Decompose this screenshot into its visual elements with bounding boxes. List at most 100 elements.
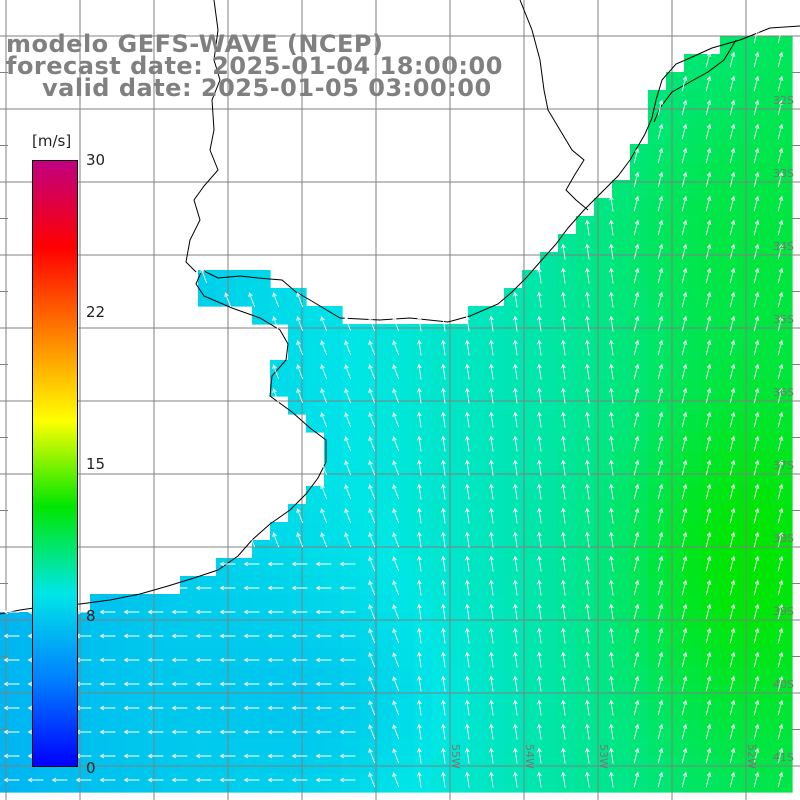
wind-arrow	[705, 435, 712, 452]
wind-cell	[522, 486, 541, 505]
wind-cell	[288, 738, 307, 757]
wind-cell	[756, 252, 775, 271]
wind-cell	[324, 702, 343, 721]
wind-arrow	[705, 123, 712, 140]
wind-cell	[684, 342, 703, 361]
wind-arrow	[753, 171, 760, 188]
wind-arrow	[171, 705, 188, 711]
wind-cell	[738, 648, 757, 667]
wind-cell	[630, 450, 649, 469]
wind-cell	[324, 540, 343, 559]
wind-arrow	[465, 651, 470, 668]
wind-arrow	[705, 195, 712, 212]
wind-arrow	[633, 483, 640, 500]
wind-cell	[648, 540, 667, 559]
wind-cell	[630, 630, 649, 649]
wind-cell	[630, 288, 649, 307]
wind-cell	[738, 288, 757, 307]
wind-cell	[666, 144, 685, 163]
wind-cell	[486, 486, 505, 505]
wind-cell	[306, 612, 325, 631]
wind-cell	[774, 576, 793, 595]
wind-arrow	[537, 435, 542, 452]
wind-arrow	[609, 291, 614, 308]
wind-cell	[414, 666, 433, 685]
wind-cell	[684, 774, 703, 793]
wind-cell	[180, 576, 199, 595]
wind-cell	[396, 450, 415, 469]
wind-cell	[684, 432, 703, 451]
wind-cell	[126, 594, 145, 613]
wind-arrow	[489, 555, 494, 572]
wind-cell	[702, 522, 721, 541]
wind-arrow	[657, 315, 664, 332]
wind-cell	[504, 558, 523, 577]
wind-cell	[450, 612, 469, 631]
wind-cell	[432, 378, 451, 397]
wind-cell	[540, 756, 559, 775]
wind-cell	[576, 432, 595, 451]
wind-arrow	[465, 459, 470, 476]
wind-cell	[0, 612, 19, 631]
wind-cell	[216, 594, 235, 613]
wind-cell	[504, 414, 523, 433]
wind-cell	[576, 270, 595, 289]
wind-cell	[486, 702, 505, 721]
wind-cell	[126, 630, 145, 649]
wind-cell	[774, 198, 793, 217]
wind-cell	[234, 558, 253, 577]
wind-arrow	[441, 339, 446, 356]
wind-arrow	[633, 315, 640, 332]
wind-arrow	[633, 267, 640, 284]
wind-arrow	[219, 681, 236, 687]
lon-label: 54W	[523, 744, 536, 769]
wind-arrow	[315, 729, 332, 735]
wind-cell	[252, 756, 271, 775]
wind-cell	[576, 774, 595, 793]
wind-cell	[558, 612, 577, 631]
wind-cell	[288, 594, 307, 613]
wind-arrow	[441, 699, 446, 716]
wind-arrow	[537, 723, 542, 740]
wind-cell	[252, 738, 271, 757]
wind-arrow	[123, 609, 140, 615]
wind-cell	[414, 720, 433, 739]
wind-cell	[108, 774, 127, 793]
wind-arrow	[777, 603, 784, 620]
wind-cell	[486, 738, 505, 757]
wind-cell	[378, 702, 397, 721]
wind-cell	[774, 162, 793, 181]
wind-arrow	[513, 771, 518, 788]
wind-cell	[378, 648, 397, 667]
wind-cell	[432, 774, 451, 793]
wind-arrow	[315, 657, 332, 663]
wind-arrow	[585, 579, 590, 596]
wind-cell	[774, 288, 793, 307]
wind-cell	[684, 522, 703, 541]
wind-cell	[378, 414, 397, 433]
wind-arrow	[753, 411, 760, 428]
wind-cell	[342, 432, 361, 451]
wind-arrow	[392, 676, 400, 692]
wind-cell	[378, 630, 397, 649]
wind-arrow	[195, 585, 212, 591]
wind-arrow	[633, 555, 640, 572]
wind-arrow	[219, 705, 236, 711]
wind-cell	[468, 774, 487, 793]
wind-arrow	[657, 411, 664, 428]
wind-cell	[414, 630, 433, 649]
wind-cell	[612, 306, 631, 325]
wind-cell	[108, 738, 127, 757]
wind-cell	[324, 738, 343, 757]
wind-arrow	[344, 364, 352, 380]
wind-cell	[630, 774, 649, 793]
wind-arrow	[633, 171, 640, 188]
wind-arrow	[537, 747, 542, 764]
wind-arrow	[609, 747, 614, 764]
wind-cell	[774, 702, 793, 721]
wind-arrow	[585, 219, 590, 236]
wind-arrow	[267, 561, 284, 567]
wind-cell	[414, 576, 433, 595]
wind-cell	[738, 738, 757, 757]
wind-cell	[432, 576, 451, 595]
